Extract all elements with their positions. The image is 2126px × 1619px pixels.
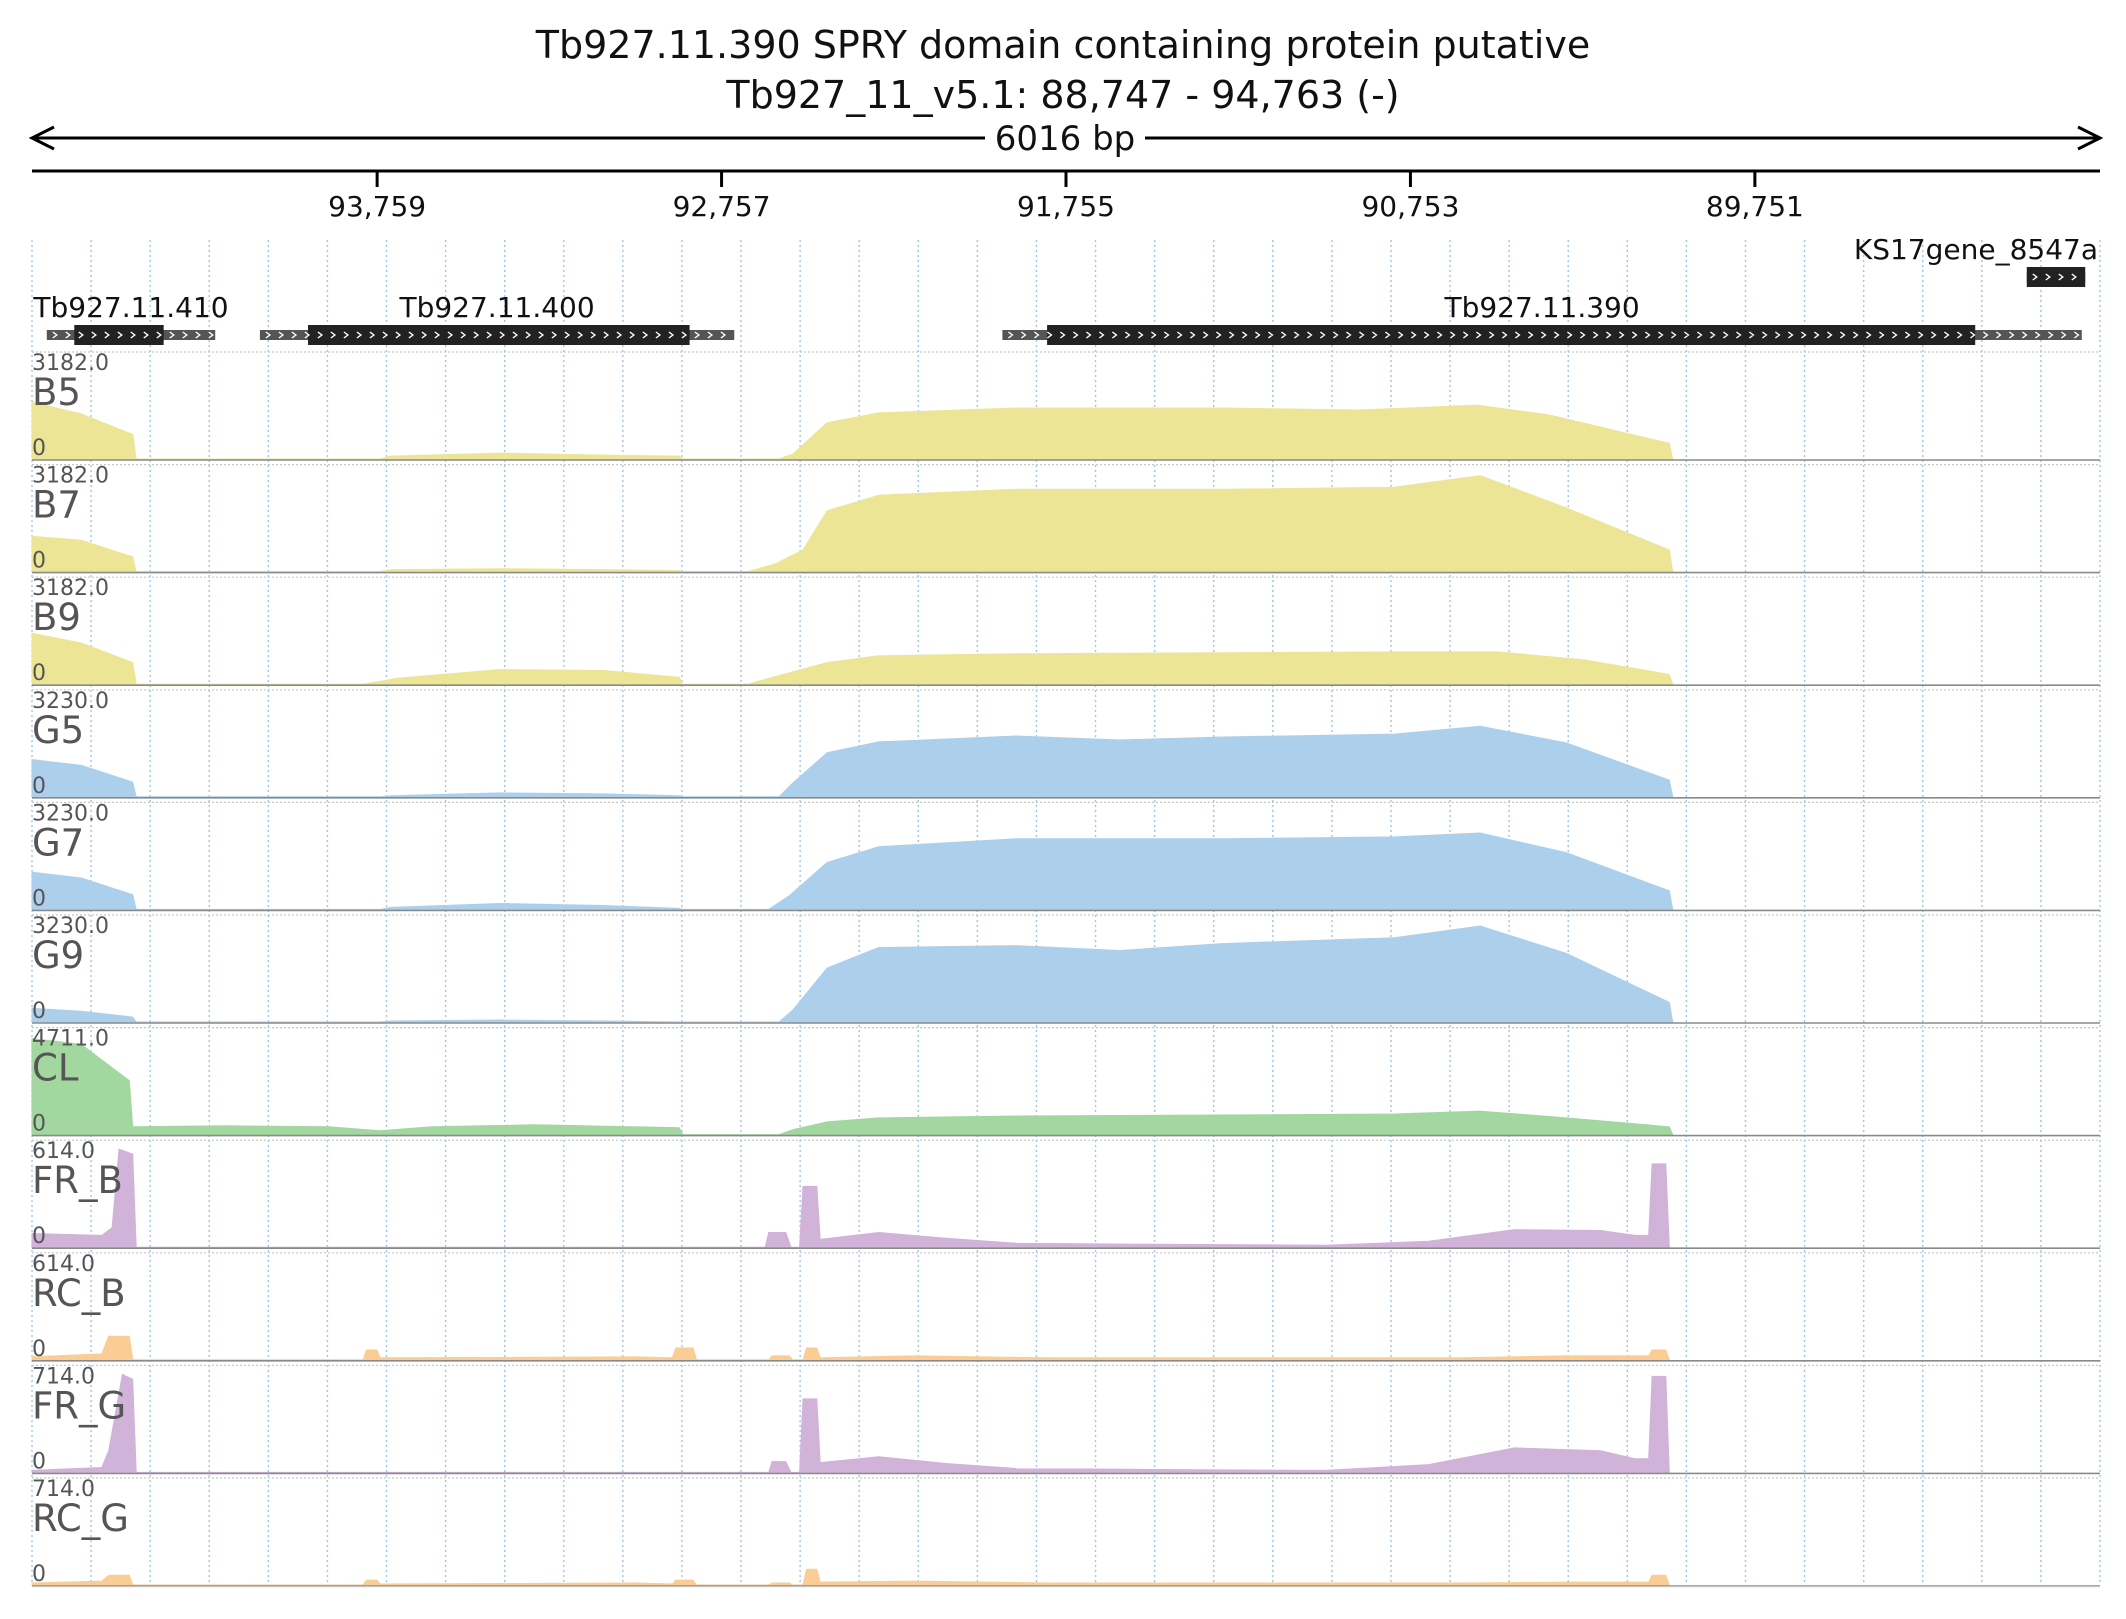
coverage-tracks: 3182.0B503182.0B703182.0B903230.0G503230…: [31, 351, 2100, 1588]
track-area: [31, 1335, 1671, 1361]
track-name: RC_B: [32, 1272, 126, 1315]
track-min-label: 0: [32, 1112, 46, 1137]
track-name: B9: [32, 596, 81, 639]
track-G9: 3230.0G9 0: [31, 914, 2100, 1024]
axis-tick-label-4: 89,751: [1706, 190, 1804, 223]
gene-Tb927.11.410: Tb927.11.410: [32, 291, 229, 345]
track-G7: 3230.0G7 0: [31, 801, 2100, 911]
track-min-label: 0: [32, 999, 46, 1024]
gene-strand-arrows: [52, 331, 214, 339]
track-RC_B: 614.0RC_B 0: [31, 1252, 2100, 1362]
gene-KS17gene_8547a: KS17gene_8547a: [1854, 233, 2098, 287]
track-area: [31, 1568, 1671, 1586]
track-area: [31, 475, 1674, 573]
axis-tick-label-2: 91,755: [1017, 190, 1115, 223]
gene-Tb927.11.400: Tb927.11.400: [259, 291, 735, 345]
track-min-label: 0: [32, 549, 46, 574]
track-area: [31, 725, 1674, 798]
track-max-label: 3182.0: [32, 464, 109, 489]
track-max-label: 3230.0: [32, 689, 109, 714]
figure-subtitle: Tb927_11_v5.1: 88,747 - 94,763 (-): [725, 73, 1399, 117]
track-name: CL: [32, 1047, 79, 1090]
gene-label: Tb927.11.400: [398, 291, 594, 324]
gene-track: Tb927.11.410 Tb927.11.400 Tb927.11.390 KS17…: [32, 233, 2098, 345]
gene-cds: [74, 325, 164, 345]
track-FR_G: 714.0FR_G 0: [31, 1364, 2100, 1474]
track-name: G9: [32, 934, 84, 977]
gene-cds: [2026, 267, 2086, 287]
span-label: 6016 bp: [995, 119, 1136, 159]
track-max-label: 614.0: [32, 1139, 95, 1164]
track-area: [31, 632, 1674, 685]
track-min-label: 0: [32, 886, 46, 911]
span-indicator: 6016 bp: [28, 119, 2104, 159]
track-max-label: 3230.0: [32, 801, 109, 826]
track-area: [31, 401, 1674, 460]
track-FR_B: 614.0FR_B 0: [31, 1139, 2100, 1249]
track-B7: 3182.0B7 0: [31, 464, 2100, 574]
gene-label: KS17gene_8547a: [1854, 233, 2098, 266]
track-name: RC_G: [32, 1497, 129, 1540]
axis-tick-label-1: 92,757: [673, 190, 771, 223]
axis-tick-label-0: 93,759: [328, 190, 426, 223]
track-name: FR_B: [32, 1159, 123, 1202]
figure-title: Tb927.11.390 SPRY domain containing prot…: [535, 23, 1590, 67]
track-min-label: 0: [32, 436, 46, 461]
gene-cds: [308, 325, 690, 345]
track-min-label: 0: [32, 1337, 46, 1362]
track-max-label: 3182.0: [32, 576, 109, 601]
gene-strand-arrows: [265, 331, 727, 339]
track-area: [31, 1373, 1670, 1473]
gene-cds: [1047, 325, 1976, 345]
gene-label: Tb927.11.390: [1443, 291, 1639, 324]
gene-strand-arrows: [2032, 273, 2077, 281]
track-name: G5: [32, 709, 84, 752]
track-area: [31, 925, 1674, 1023]
track-min-label: 0: [32, 1562, 46, 1587]
gene-strand-arrows: [1007, 331, 2080, 339]
track-name: B7: [32, 484, 81, 527]
axis-ticks: 93,759 92,757 91,755 90,753 89,751: [328, 171, 1804, 223]
track-max-label: 614.0: [32, 1252, 95, 1277]
gene-Tb927.11.390: Tb927.11.390: [1002, 291, 2082, 345]
track-max-label: 3182.0: [32, 351, 109, 376]
track-RC_G: 714.0RC_G 0: [31, 1477, 2100, 1587]
track-min-label: 0: [32, 1449, 46, 1474]
track-area: [31, 832, 1674, 910]
track-max-label: 714.0: [32, 1364, 95, 1389]
track-min-label: 0: [32, 661, 46, 686]
track-B5: 3182.0B5 0: [31, 351, 2100, 461]
track-CL: 4711.0CL 0: [31, 1027, 2100, 1137]
track-min-label: 0: [32, 1224, 46, 1249]
track-area: [31, 1148, 1670, 1248]
track-G5: 3230.0G5 0: [31, 689, 2100, 799]
track-name: FR_G: [32, 1384, 126, 1427]
track-B9: 3182.0B9 0: [31, 576, 2100, 686]
axis-tick-label-3: 90,753: [1361, 190, 1459, 223]
track-max-label: 4711.0: [32, 1027, 109, 1052]
gene-label: Tb927.11.410: [32, 291, 228, 324]
track-min-label: 0: [32, 774, 46, 799]
track-max-label: 3230.0: [32, 914, 109, 939]
track-area: [31, 1038, 1674, 1136]
track-name: B5: [32, 371, 81, 414]
track-max-label: 714.0: [32, 1477, 95, 1502]
track-name: G7: [32, 821, 84, 864]
